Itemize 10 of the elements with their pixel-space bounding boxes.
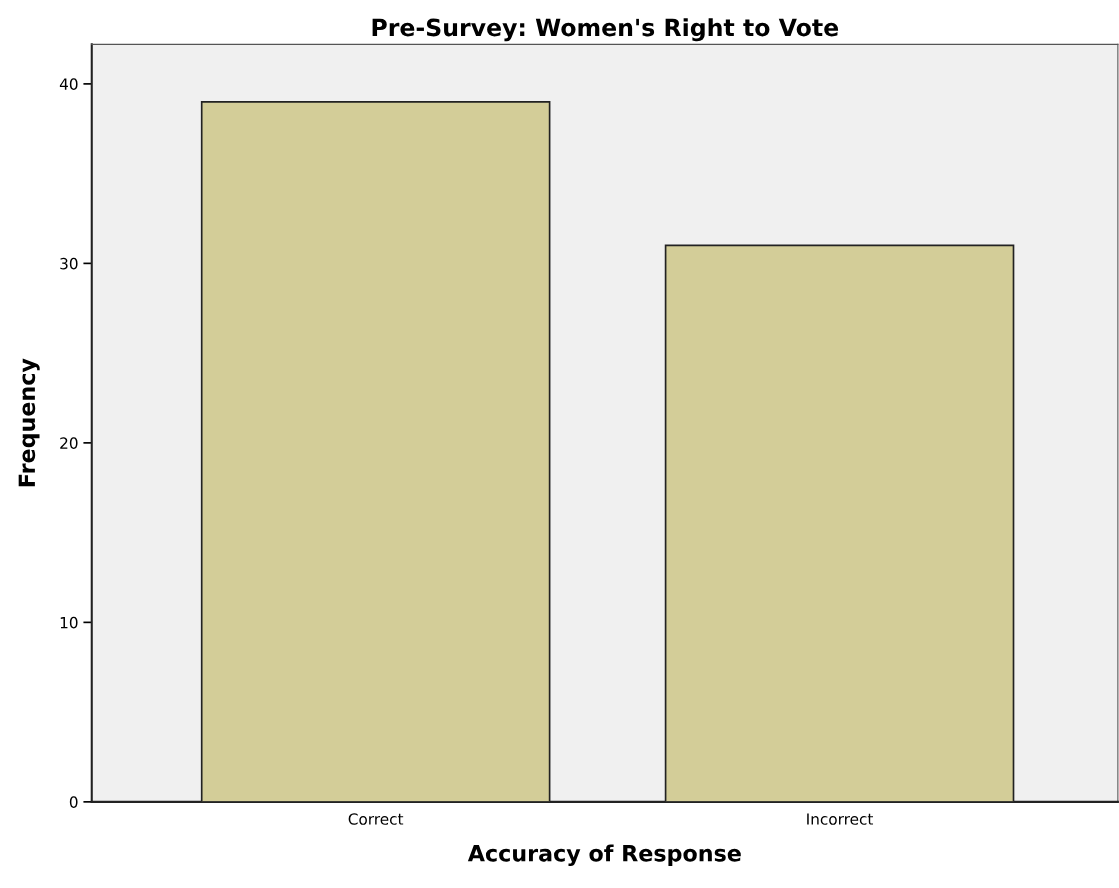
x-axis-title: Accuracy of Response — [467, 844, 741, 867]
chart-title: Pre-Survey: Women's Right to Vote — [372, 18, 839, 42]
y-axis-title: Frequency — [18, 358, 40, 487]
y-tick-label: 10 — [60, 616, 78, 629]
y-tick-label: 40 — [59, 78, 78, 90]
x-tick-label: Correct — [348, 813, 404, 825]
y-tick-label: 30 — [60, 257, 78, 270]
y-tick-label: 0 — [69, 796, 78, 808]
x-tick-label: Incorrect — [807, 813, 874, 825]
y-tick-label: 20 — [60, 437, 78, 449]
